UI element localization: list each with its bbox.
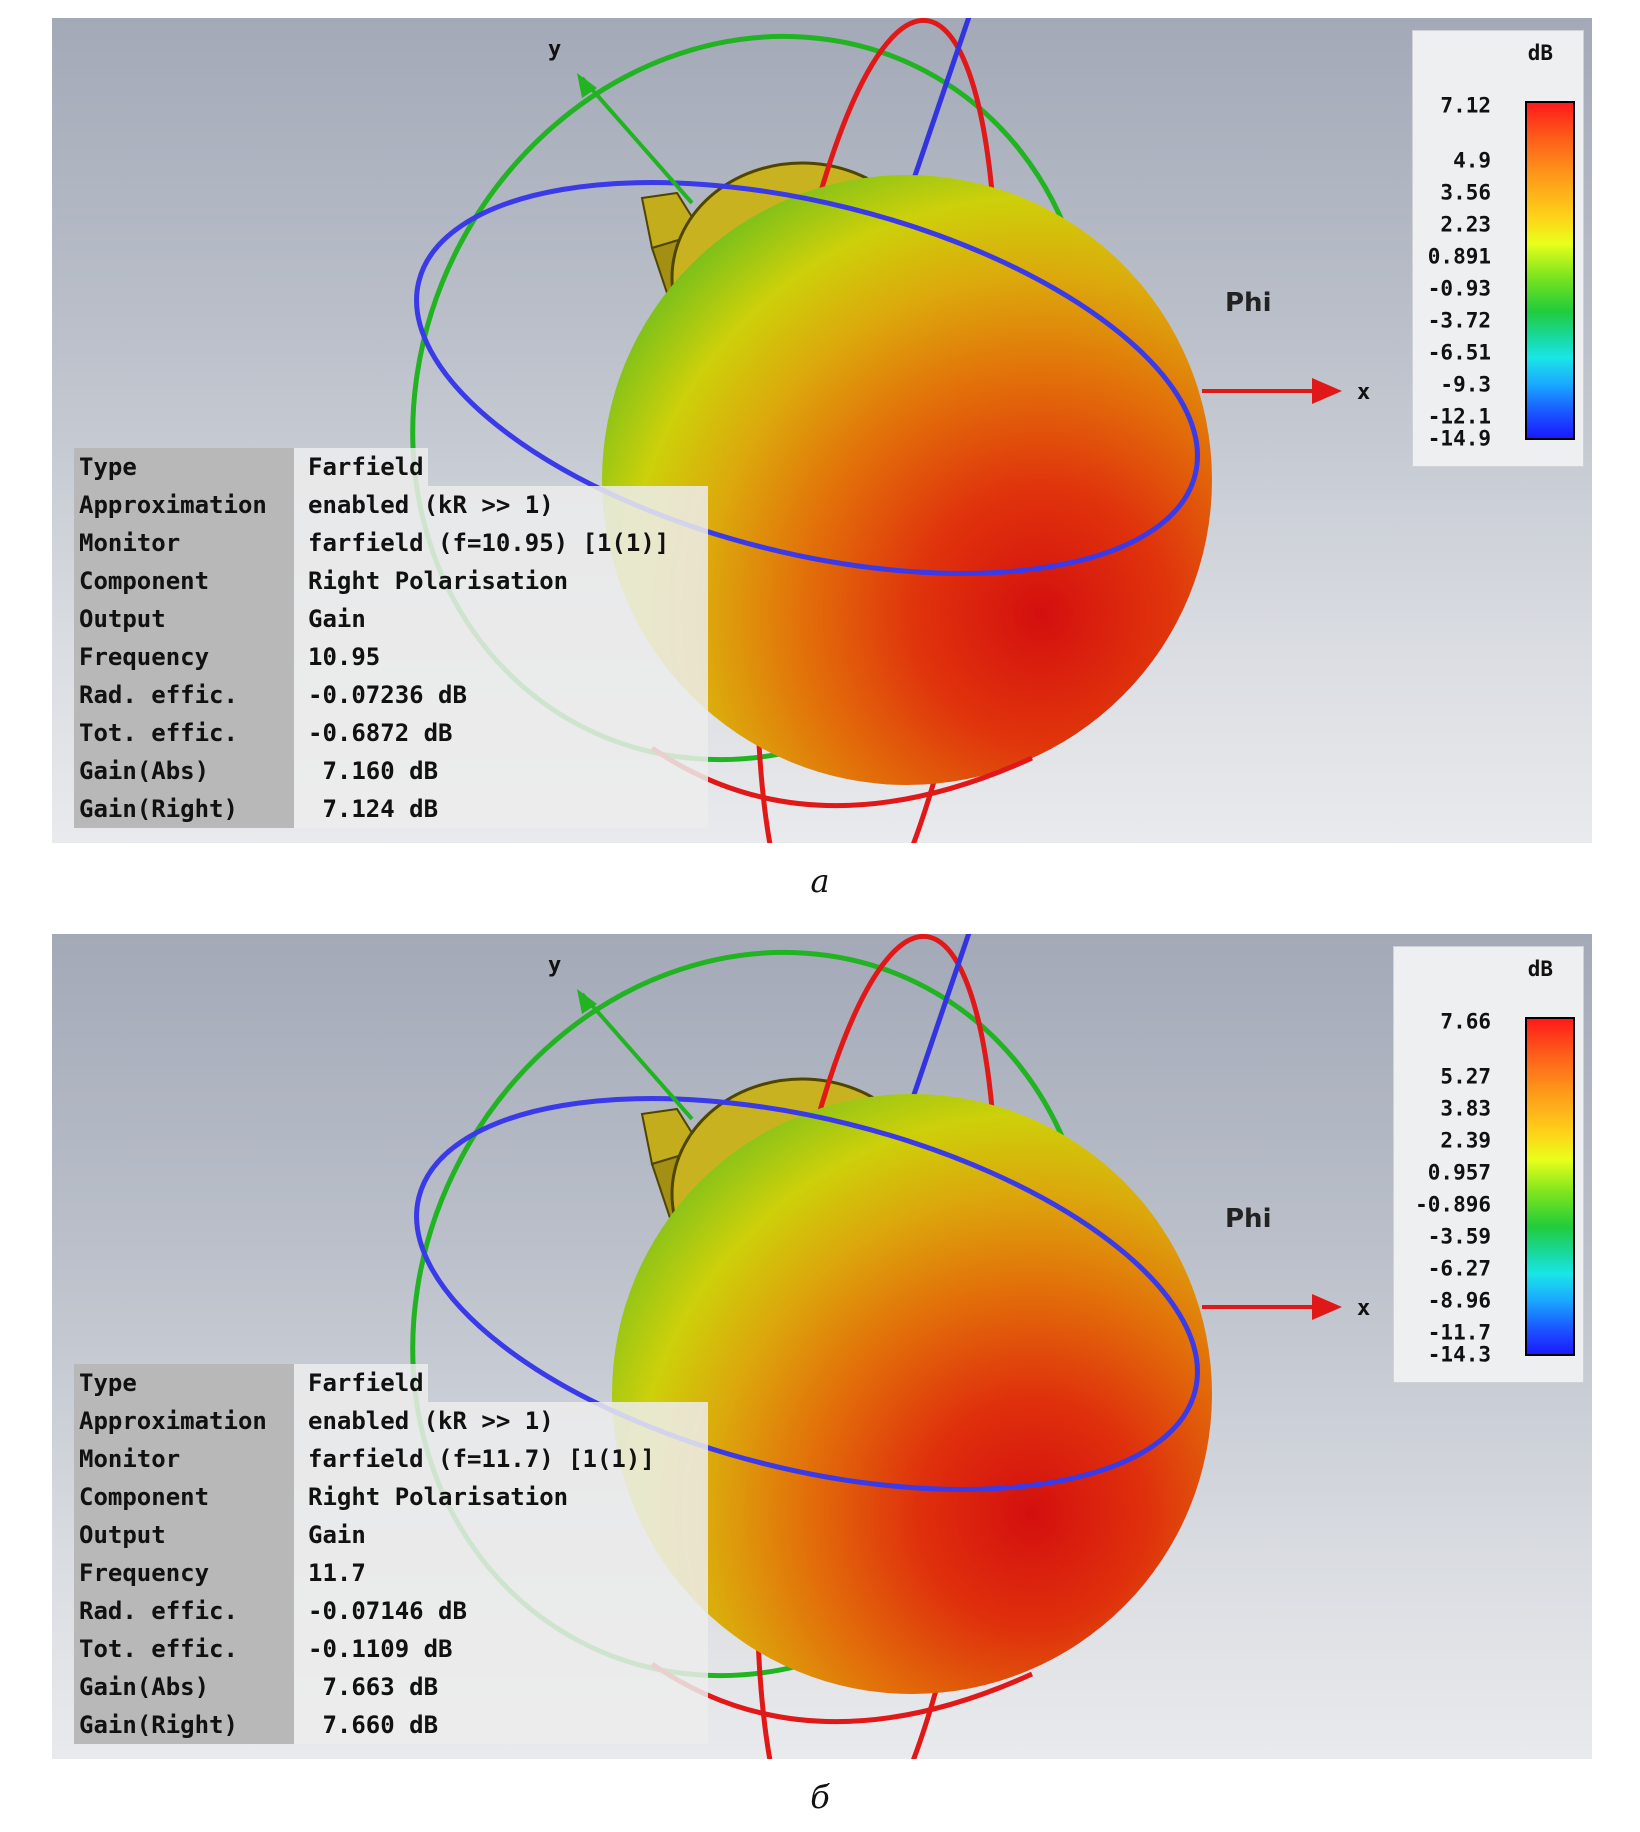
colorbar — [1525, 101, 1575, 440]
phi-ring-blue — [414, 1096, 1200, 1492]
y-axis — [580, 992, 694, 1121]
colorbar — [1525, 1017, 1575, 1356]
caption-a: а — [810, 862, 830, 900]
legend-tick: 3.56 — [1440, 180, 1491, 205]
legend-tick: 4.9 — [1453, 148, 1491, 173]
legend-tick: -11.7 — [1427, 1320, 1491, 1345]
legend-tick: -14.3 — [1427, 1342, 1491, 1367]
y-axis-label: y — [548, 953, 561, 978]
phi-ring-blue — [414, 180, 1200, 576]
colorbar-legend: dB 7.12 4.9 3.56 2.23 0.891 -0.93 -3.72 … — [1412, 30, 1584, 467]
farfield-3d-scene: y x Phi — [410, 18, 1370, 843]
legend-unit: dB — [1527, 41, 1553, 65]
legend-tick: -14.9 — [1427, 426, 1491, 451]
colorbar-legend: dB 7.66 5.27 3.83 2.39 0.957 -0.896 -3.5… — [1393, 946, 1584, 1383]
legend-tick: -6.51 — [1427, 340, 1491, 365]
legend-tick: 7.66 — [1440, 1009, 1491, 1034]
legend-tick: -3.59 — [1427, 1224, 1491, 1249]
legend-tick: -3.72 — [1427, 308, 1491, 333]
farfield-view-b[interactable]: y x Phi dB 7.66 5.27 3.83 2.39 0.957 -0.… — [52, 934, 1592, 1759]
farfield-view-a[interactable]: y x Phi dB 7.12 4.9 3.56 2.23 0.891 -0.9… — [52, 18, 1592, 843]
legend-tick: 5.27 — [1440, 1064, 1491, 1089]
legend-tick: -0.93 — [1427, 276, 1491, 301]
x-axis-label: x — [1357, 380, 1370, 405]
phi-label: Phi — [1225, 288, 1271, 318]
phi-label: Phi — [1225, 1204, 1271, 1234]
y-axis-label: y — [548, 37, 561, 62]
legend-tick: 3.83 — [1440, 1096, 1491, 1121]
legend-tick: 7.12 — [1440, 93, 1491, 118]
y-axis — [580, 76, 694, 205]
x-axis-label: x — [1357, 1296, 1370, 1321]
caption-b: б — [810, 1778, 830, 1816]
legend-tick: -12.1 — [1427, 404, 1491, 429]
farfield-3d-scene: y x Phi — [410, 934, 1370, 1759]
legend-tick: 2.23 — [1440, 212, 1491, 237]
legend-tick: 0.957 — [1427, 1160, 1491, 1185]
legend-tick: 0.891 — [1427, 244, 1491, 269]
legend-tick: -0.896 — [1415, 1192, 1491, 1217]
legend-unit: dB — [1527, 957, 1553, 981]
legend-tick: -9.3 — [1440, 372, 1491, 397]
legend-tick: -8.96 — [1427, 1288, 1491, 1313]
legend-tick: 2.39 — [1440, 1128, 1491, 1153]
legend-tick: -6.27 — [1427, 1256, 1491, 1281]
radiation-pattern-sphere — [602, 175, 1212, 785]
radiation-pattern-sphere — [612, 1094, 1212, 1694]
